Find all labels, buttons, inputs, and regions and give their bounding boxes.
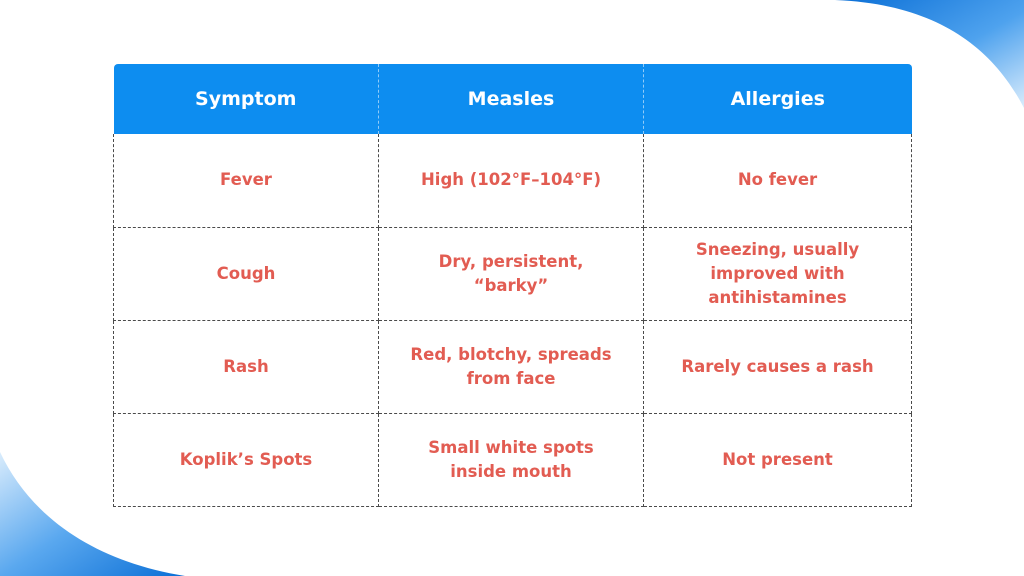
allergies-cell: No fever: [643, 134, 912, 228]
symptom-cell: Fever: [113, 134, 379, 228]
table-row: Cough Dry, persistent, “barky” Sneezing,…: [113, 226, 912, 321]
symptom-cell: Koplik’s Spots: [113, 412, 379, 507]
measles-cell: Small white spots inside mouth: [378, 412, 644, 507]
header-row: Symptom Measles Allergies: [113, 64, 912, 134]
symptom-cell: Cough: [113, 226, 379, 321]
measles-cell: Red, blotchy, spreads from face: [378, 319, 644, 414]
allergies-cell: Sneezing, usually improved with antihist…: [643, 226, 912, 321]
allergies-cell: Rarely causes a rash: [643, 319, 912, 414]
header-measles: Measles: [378, 64, 644, 134]
comparison-table: Symptom Measles Allergies Fever High (10…: [113, 64, 912, 507]
allergies-cell: Not present: [643, 412, 912, 507]
header-symptom: Symptom: [113, 64, 379, 134]
comparison-table-container: Symptom Measles Allergies Fever High (10…: [113, 64, 912, 507]
symptom-cell: Rash: [113, 319, 379, 414]
bottom-left-wave-shape: [0, 452, 185, 576]
header-allergies: Allergies: [643, 64, 912, 134]
table-row: Koplik’s Spots Small white spots inside …: [113, 412, 912, 507]
table-row: Fever High (102°F–104°F) No fever: [113, 134, 912, 228]
measles-cell: Dry, persistent, “barky”: [378, 226, 644, 321]
top-right-wave-shape: [835, 0, 1024, 108]
table-row: Rash Red, blotchy, spreads from face Rar…: [113, 319, 912, 414]
measles-cell: High (102°F–104°F): [378, 134, 644, 228]
